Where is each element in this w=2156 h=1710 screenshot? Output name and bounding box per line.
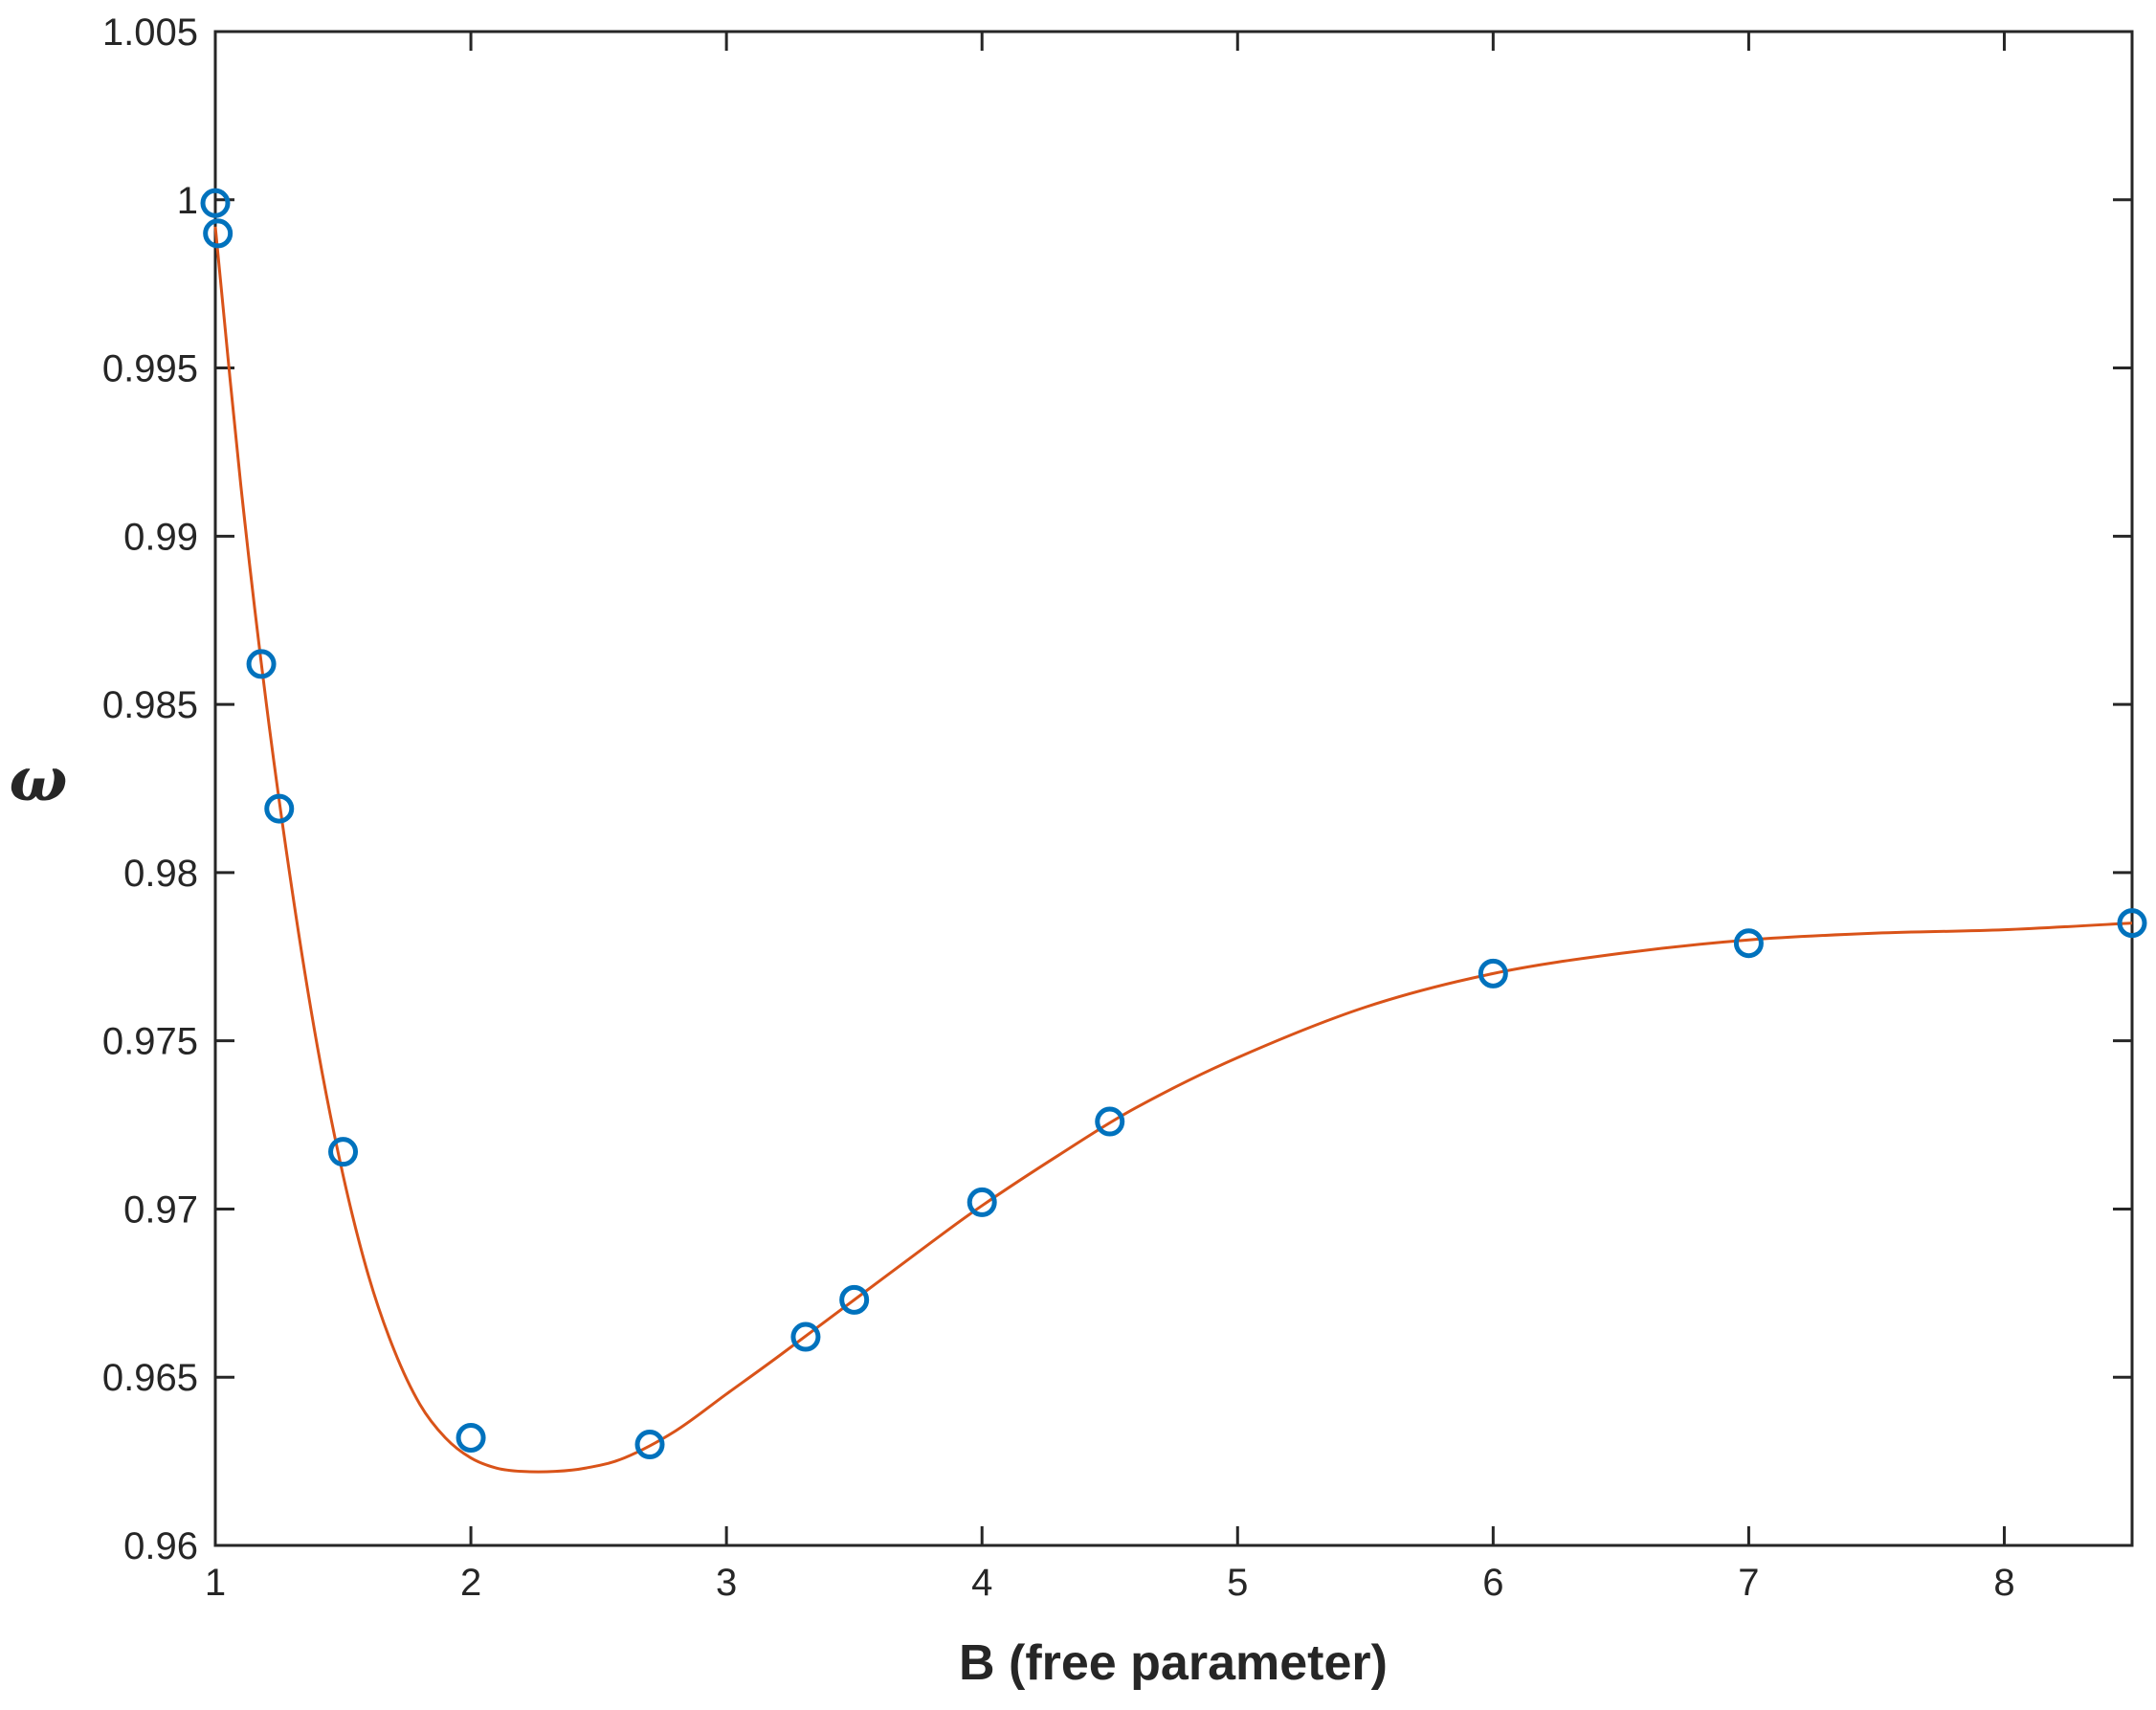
y-tick-label: 0.97 — [123, 1188, 198, 1231]
data-point — [2117, 908, 2147, 939]
data-point — [790, 1321, 821, 1352]
x-tick-label: 1 — [205, 1562, 226, 1604]
y-tick-label: 0.985 — [102, 684, 198, 726]
data-point — [1478, 958, 1508, 988]
data-point — [1733, 928, 1764, 959]
y-ticks: 0.96 0.965 0.97 0.975 0.98 0.985 0.99 0.995 1 1.0… — [102, 11, 2132, 1567]
data-point — [1095, 1106, 1125, 1137]
y-tick-label: 1.005 — [102, 11, 198, 54]
y-axis-title: ω — [10, 744, 68, 816]
data-point — [456, 1423, 486, 1454]
x-tick-label: 2 — [460, 1562, 481, 1604]
x-tick-label: 5 — [1227, 1562, 1248, 1604]
y-tick-label: 0.96 — [123, 1525, 198, 1567]
y-tick-label: 0.99 — [123, 516, 198, 558]
series-layer — [200, 188, 2147, 1474]
y-tick-label: 0.98 — [123, 853, 198, 895]
fit-curve — [213, 226, 2133, 1474]
x-tick-label: 6 — [1482, 1562, 1503, 1604]
y-tick-label: 0.995 — [102, 348, 198, 390]
x-tick-label: 7 — [1738, 1562, 1759, 1604]
plot-area — [213, 30, 2134, 1547]
y-tick-label: 1 — [177, 180, 198, 222]
data-point — [634, 1430, 665, 1460]
data-point — [203, 218, 233, 249]
data-point — [839, 1284, 870, 1315]
x-tick-label: 4 — [971, 1562, 992, 1604]
x-tick-label: 3 — [716, 1562, 737, 1604]
data-point — [328, 1137, 359, 1167]
x-axis-title: B (free parameter) — [959, 1635, 1388, 1691]
y-tick-label: 0.975 — [102, 1021, 198, 1063]
data-point — [264, 793, 295, 824]
data-point — [967, 1187, 997, 1217]
y-tick-label: 0.965 — [102, 1357, 198, 1399]
x-ticks: 1 2 3 4 5 6 7 8 — [205, 32, 2015, 1604]
data-point — [200, 188, 231, 218]
x-tick-label: 8 — [1993, 1562, 2014, 1604]
data-point — [246, 649, 277, 679]
